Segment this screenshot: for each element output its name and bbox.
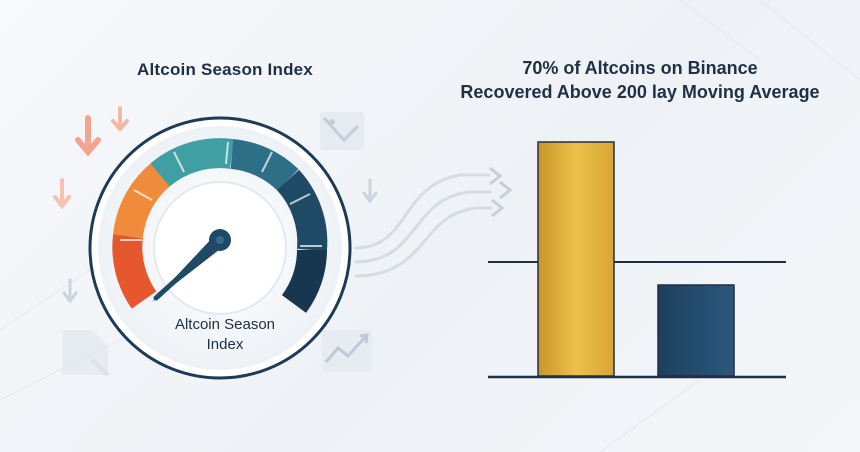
trend-up-icon xyxy=(322,330,372,372)
left-panel-title: Altcoin Season Index xyxy=(137,60,313,79)
document-icon xyxy=(62,330,110,377)
down-arrow-icon xyxy=(53,106,378,304)
flow-arrows xyxy=(354,173,492,278)
navy-bar xyxy=(657,284,735,377)
chart-icon xyxy=(320,112,364,150)
gauge-label-line1: Altcoin Season xyxy=(174,316,276,333)
gauge-label: Altcoin Season Index xyxy=(150,315,300,355)
gauge-needle xyxy=(152,229,231,302)
right-panel-title: 70% of Altcoins on Binance Recovered Abo… xyxy=(430,56,850,104)
right-title-line1: 70% of Altcoins on Binance xyxy=(522,58,758,78)
double-chevron-icon xyxy=(489,166,513,218)
right-title-line2: Recovered Above 200 lay Moving Average xyxy=(460,82,820,102)
gauge-label-line2: Index xyxy=(206,336,244,353)
bar-chart xyxy=(488,141,786,379)
gold-bar xyxy=(537,141,615,377)
gauge-arc xyxy=(112,138,328,313)
gauge xyxy=(88,116,352,380)
